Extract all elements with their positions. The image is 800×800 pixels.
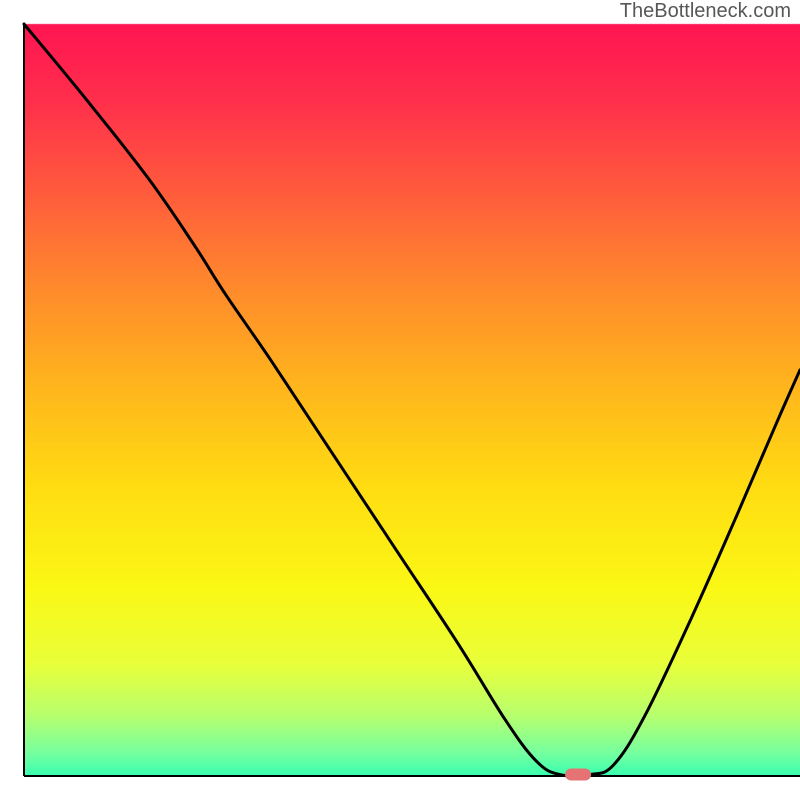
chart-stage: TheBottleneck.com [0,0,800,800]
watermark-text: TheBottleneck.com [620,0,791,23]
background-gradient [0,0,800,800]
